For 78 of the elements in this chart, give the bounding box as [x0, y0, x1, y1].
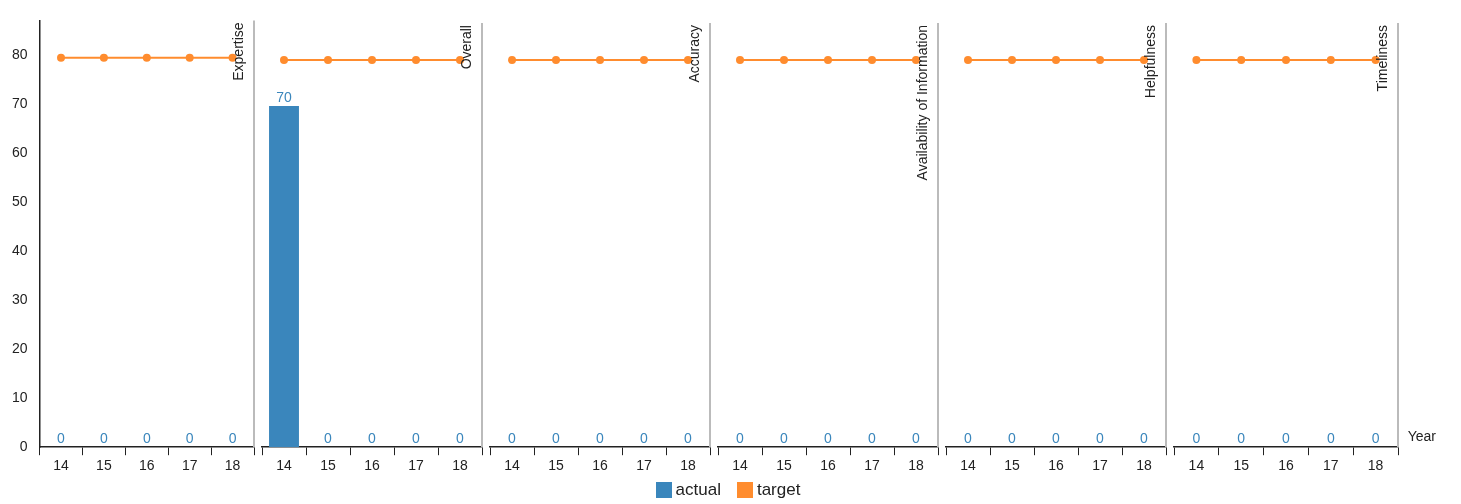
legend-label: target: [756, 480, 801, 500]
y-tick-label: 0: [19, 438, 28, 455]
x-tick-label: 17: [1323, 457, 1339, 474]
data-label: 0: [412, 430, 421, 447]
y-tick-label: 30: [11, 290, 28, 307]
x-tick-label: 18: [1136, 457, 1152, 474]
x-axis-title: Year: [1407, 428, 1437, 445]
data-label: 0: [824, 430, 833, 447]
x-tick-label: 16: [139, 457, 155, 474]
data-label: 0: [736, 430, 745, 447]
x-tick-label: 15: [1233, 457, 1250, 474]
x-tick-label: 16: [592, 457, 608, 474]
data-label: 0: [964, 430, 973, 447]
x-tick-label: 17: [1092, 457, 1108, 474]
data-label: 0: [912, 430, 921, 447]
data-label: 0: [1371, 430, 1380, 447]
text: Overall: [457, 25, 474, 70]
data-label: 0: [684, 430, 693, 447]
x-tick-label: 14: [53, 457, 70, 474]
data-label: 0: [456, 430, 465, 447]
data-label: 0: [324, 430, 333, 447]
x-tick-label: 18: [1367, 457, 1384, 474]
text: Expertise: [229, 22, 246, 81]
x-tick-label: 16: [364, 457, 380, 474]
data-label: 0: [1237, 430, 1246, 447]
x-tick-label: 15: [320, 457, 336, 474]
y-tick-label: 50: [11, 192, 28, 209]
data-label: 70: [276, 88, 292, 105]
data-label: 0: [640, 430, 649, 447]
x-tick-label: 16: [1278, 457, 1294, 474]
x-tick-label: 18: [452, 457, 468, 474]
x-tick-label: 16: [820, 457, 836, 474]
text: Availability of Information: [913, 25, 930, 181]
x-tick-label: 14: [960, 457, 976, 474]
data-label: 0: [780, 430, 789, 447]
legend-label: actual: [675, 480, 721, 500]
data-label: 0: [368, 430, 377, 447]
x-tick-label: 14: [504, 457, 520, 474]
text: Timeliness: [1373, 25, 1390, 92]
x-tick-label: 15: [548, 457, 564, 474]
x-tick-label: 16: [1048, 457, 1064, 474]
x-tick-label: 18: [908, 457, 924, 474]
data-label: 0: [1282, 430, 1291, 447]
x-tick-label: 15: [776, 457, 792, 474]
data-label: 0: [1192, 430, 1201, 447]
data-label: 0: [1008, 430, 1017, 447]
data-label: 0: [508, 430, 517, 447]
data-label: 0: [100, 430, 108, 447]
x-tick-label: 15: [1004, 457, 1020, 474]
y-tick-label: 20: [11, 339, 28, 356]
text: Accuracy: [685, 25, 702, 83]
data-label: 0: [57, 430, 66, 447]
data-label: 0: [596, 430, 605, 447]
y-tick-label: 80: [11, 45, 28, 62]
data-label: 0: [142, 430, 151, 447]
data-label: 0: [1096, 430, 1105, 447]
data-label: 0: [868, 430, 877, 447]
x-tick-label: 14: [732, 457, 748, 474]
x-tick-label: 14: [276, 457, 292, 474]
data-label: 0: [185, 430, 194, 447]
x-tick-label: 17: [181, 457, 198, 474]
y-tick-label: 40: [11, 241, 28, 258]
x-tick-label: 14: [1188, 457, 1205, 474]
x-tick-label: 17: [636, 457, 652, 474]
data-label: 0: [228, 430, 237, 447]
y-tick-label: 70: [11, 94, 28, 111]
data-label: 0: [1052, 430, 1061, 447]
data-label: 0: [1140, 430, 1149, 447]
data-label: 0: [1326, 430, 1335, 447]
x-tick-label: 17: [408, 457, 424, 474]
x-tick-label: 18: [224, 457, 241, 474]
text: Helpfulness: [1141, 25, 1158, 99]
x-tick-label: 15: [96, 457, 112, 474]
x-tick-label: 18: [680, 457, 696, 474]
data-label: 0: [552, 430, 561, 447]
y-tick-label: 60: [11, 143, 28, 160]
y-tick-label: 10: [11, 389, 28, 405]
x-tick-label: 17: [864, 457, 880, 474]
